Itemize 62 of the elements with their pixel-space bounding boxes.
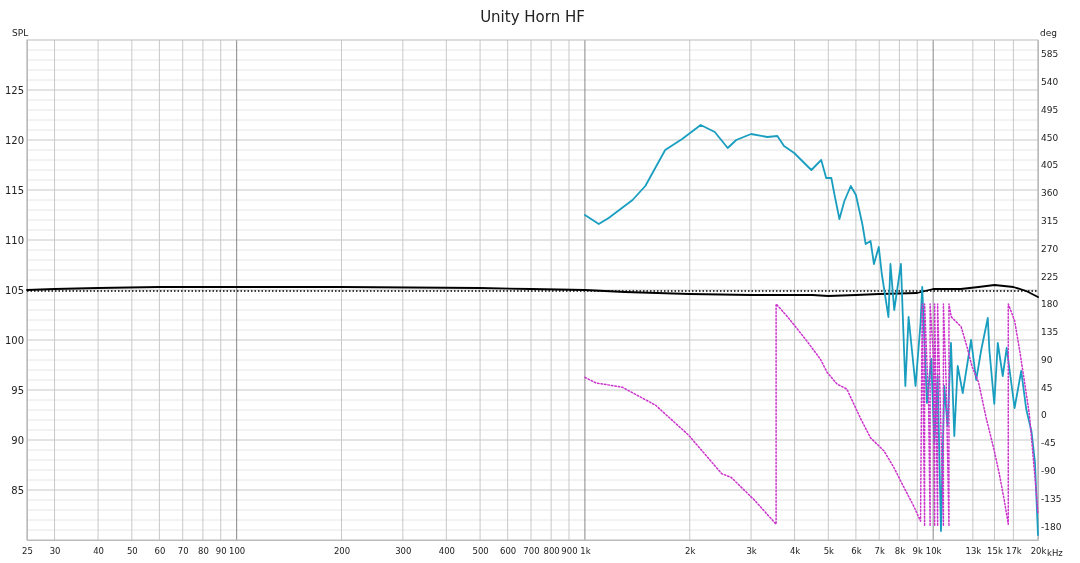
y2-axis-title: deg: [1040, 28, 1057, 38]
y2-tick-label: -180: [1041, 521, 1062, 532]
y2-tick-label: 45: [1041, 382, 1053, 393]
y-tick-label: 110: [4, 234, 24, 246]
x-tick-label: 100: [229, 546, 246, 557]
x-tick-label: 8k: [894, 546, 906, 557]
x-tick-label: 200: [333, 546, 351, 557]
y2-tick-label: 0: [1041, 410, 1047, 421]
x-tick-label: 800: [543, 546, 560, 557]
x-tick-label: 90: [215, 546, 227, 557]
y2-tick-label: 225: [1041, 271, 1059, 282]
y-tick-label: 125: [4, 84, 24, 96]
x-tick-label: 40: [93, 546, 104, 557]
x-tick-label: 13k: [965, 546, 982, 557]
x-tick-label: 7k: [874, 546, 885, 557]
y-axis-title: SPL: [12, 28, 29, 38]
x-tick-label: 6k: [851, 546, 862, 557]
y2-tick-label: 360: [1041, 188, 1059, 199]
chart-title: Unity Horn HF: [480, 8, 585, 26]
x-tick-label: 20k: [1030, 546, 1047, 557]
x-tick-label: 600: [500, 546, 517, 557]
x-tick-label: 400: [438, 546, 455, 557]
y2-tick-label: -45: [1041, 438, 1056, 449]
y2-tick-label: 270: [1041, 243, 1059, 254]
x-tick-label: 70: [177, 546, 189, 557]
y2-tick-label: 495: [1041, 104, 1059, 115]
x-tick-label: 900: [561, 546, 578, 557]
y-tick-label: 105: [4, 284, 24, 296]
y2-tick-label: 585: [1041, 49, 1059, 60]
x-axis-title: kHz: [1047, 548, 1064, 558]
x-tick-label: 5k: [823, 546, 835, 557]
x-tick-label: 80: [198, 546, 209, 557]
y2-tick-label: 180: [1041, 299, 1059, 310]
x-tick-label: 2k: [685, 546, 696, 557]
y-tick-label: 115: [4, 184, 24, 196]
x-tick-label: 4k: [789, 546, 801, 557]
x-tick-label: 17k: [1006, 546, 1022, 557]
y2-tick-label: 90: [1041, 354, 1053, 365]
x-tick-label: 3k: [746, 546, 757, 557]
x-tick-label: 700: [523, 546, 540, 557]
y2-tick-label: 450: [1041, 132, 1059, 143]
x-tick-label: 25: [22, 546, 33, 557]
x-tick-label: 1k: [580, 546, 591, 557]
x-tick-label: 60: [154, 546, 166, 557]
y-tick-label: 120: [4, 134, 24, 146]
x-tick-label: 15k: [987, 546, 1003, 557]
y2-tick-label: -90: [1041, 465, 1056, 476]
x-tick-label: 30: [49, 546, 61, 557]
x-tick-label: 300: [395, 546, 412, 557]
y-tick-label: 85: [11, 484, 24, 496]
y-tick-label: 90: [11, 434, 24, 446]
y-tick-label: 100: [4, 334, 24, 346]
y2-tick-label: 315: [1041, 215, 1059, 226]
y2-tick-label: 540: [1041, 77, 1059, 88]
x-tick-label: 500: [472, 546, 489, 557]
x-tick-label: 10k: [925, 546, 942, 557]
y2-tick-label: 405: [1041, 160, 1059, 171]
x-tick-label: 50: [126, 546, 138, 557]
y2-tick-label: -135: [1041, 493, 1062, 504]
y-tick-label: 95: [11, 384, 24, 396]
x-tick-label: 9k: [912, 546, 923, 557]
y2-tick-label: 135: [1041, 327, 1059, 338]
